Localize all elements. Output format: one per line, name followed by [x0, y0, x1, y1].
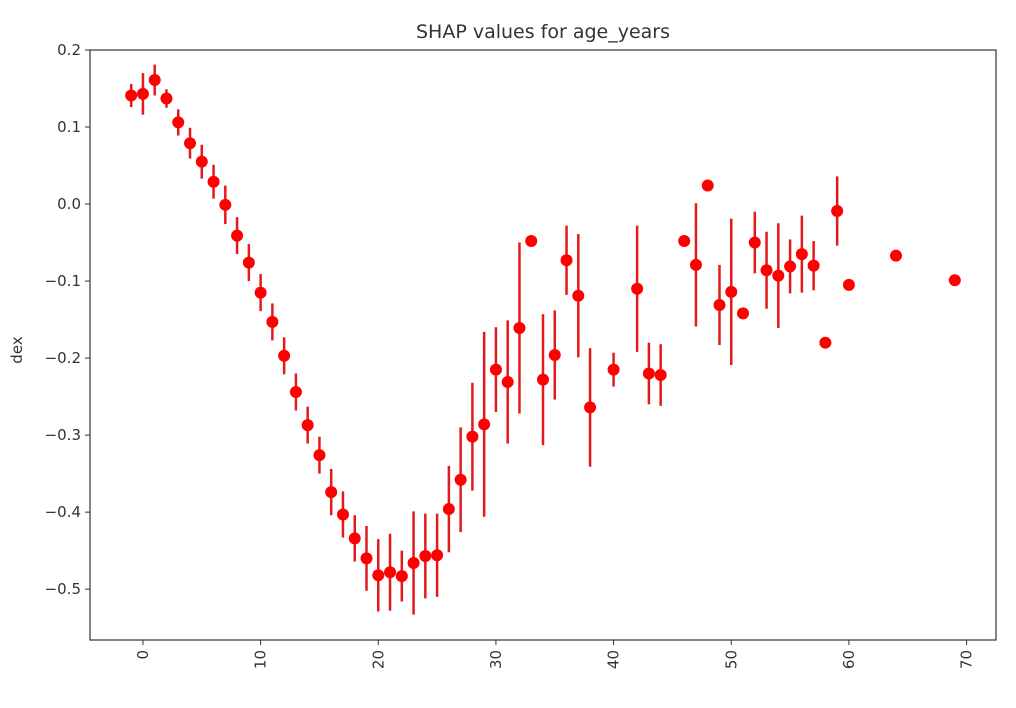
y-axis-ticks: 0.2 0.1 0.0 −0.1 −0.2 −0.3 −0.4 −0.5 — [45, 41, 90, 598]
data-point — [678, 235, 691, 248]
data-point — [701, 179, 714, 192]
chart-title: SHAP values for age_years — [416, 21, 670, 43]
x-axis-ticks: 0 10 20 30 40 50 60 70 — [134, 640, 976, 669]
y-tick-label: −0.3 — [45, 426, 81, 444]
data-point — [784, 260, 797, 273]
data-point — [184, 137, 197, 150]
data-point — [654, 369, 667, 382]
x-tick-label: 40 — [605, 650, 623, 669]
data-point — [289, 385, 302, 398]
data-markers — [125, 74, 961, 583]
data-point — [384, 566, 397, 579]
x-tick-label: 0 — [134, 650, 152, 660]
data-point — [548, 349, 561, 362]
data-point — [948, 274, 961, 287]
data-point — [231, 229, 244, 242]
data-point — [407, 556, 420, 569]
y-tick-label: −0.1 — [45, 272, 81, 290]
data-point — [572, 289, 585, 302]
data-point — [266, 315, 279, 328]
data-point — [642, 367, 655, 380]
error-bars — [129, 64, 839, 615]
x-tick-label: 20 — [369, 650, 387, 669]
y-tick-label: 0.1 — [57, 118, 81, 136]
data-point — [136, 87, 149, 100]
data-point — [478, 418, 491, 431]
x-tick-label: 10 — [252, 650, 270, 669]
data-point — [795, 248, 808, 261]
data-point — [313, 449, 326, 462]
x-tick-label: 60 — [840, 650, 858, 669]
data-point — [148, 74, 161, 87]
data-point — [419, 550, 432, 563]
data-point — [889, 249, 902, 262]
data-point — [336, 508, 349, 521]
data-point — [560, 254, 573, 267]
data-point — [537, 373, 549, 386]
data-point — [631, 282, 644, 295]
data-point — [489, 363, 502, 376]
data-point — [584, 401, 597, 414]
y-axis-label: dex — [8, 336, 26, 363]
y-tick-label: 0.0 — [57, 195, 81, 213]
data-point — [689, 258, 702, 271]
data-point — [372, 569, 385, 582]
data-point — [737, 307, 750, 320]
data-point — [278, 349, 291, 362]
data-point — [819, 336, 832, 349]
data-point — [195, 155, 208, 168]
data-point — [325, 486, 338, 499]
data-point — [242, 256, 255, 269]
data-point — [254, 286, 267, 299]
x-tick-label: 70 — [958, 650, 976, 669]
y-tick-label: −0.5 — [45, 580, 81, 598]
data-point — [513, 322, 526, 335]
plot-frame — [89, 49, 997, 641]
y-tick-label: −0.4 — [45, 503, 81, 521]
data-point — [807, 259, 820, 272]
data-point — [454, 473, 467, 486]
data-point — [760, 264, 773, 277]
data-point — [725, 285, 738, 298]
data-point — [831, 204, 844, 217]
y-tick-label: 0.2 — [57, 41, 81, 59]
data-point — [172, 116, 185, 129]
data-point — [772, 269, 785, 282]
data-point — [442, 503, 455, 516]
data-point — [431, 549, 444, 562]
data-point — [395, 570, 408, 583]
data-point — [466, 430, 479, 443]
data-point — [525, 235, 538, 248]
data-point — [207, 175, 220, 188]
data-point — [219, 198, 232, 211]
data-point — [607, 363, 620, 376]
data-point — [160, 92, 173, 105]
data-point — [842, 278, 855, 291]
x-tick-label: 30 — [487, 650, 505, 669]
data-point — [713, 298, 726, 311]
y-tick-label: −0.2 — [45, 349, 81, 367]
data-point — [125, 89, 138, 102]
data-point — [348, 532, 361, 545]
data-point — [748, 236, 761, 249]
data-point — [360, 552, 373, 565]
x-tick-label: 50 — [722, 650, 740, 669]
data-point — [301, 419, 314, 432]
data-point — [501, 375, 514, 388]
